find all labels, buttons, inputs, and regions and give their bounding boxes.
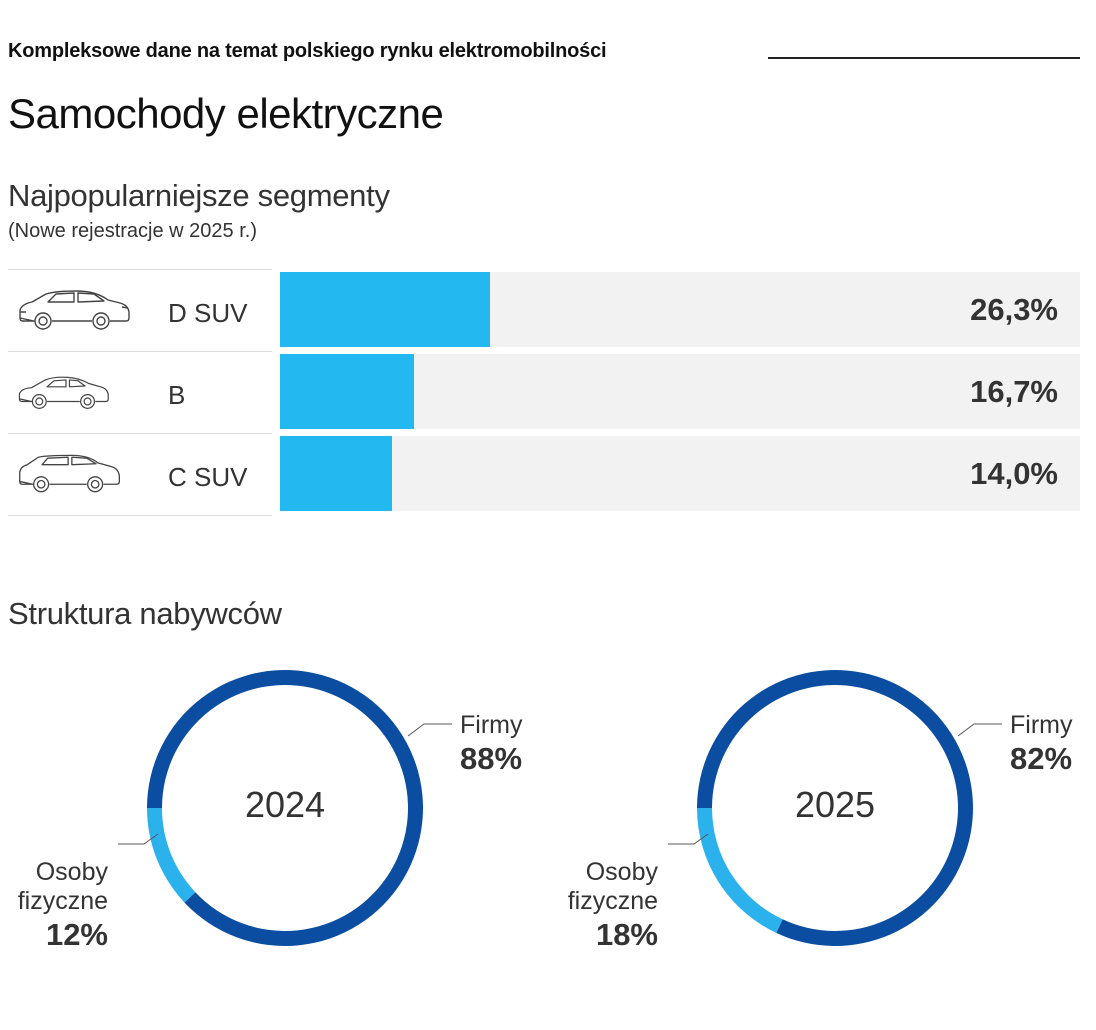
kicker-divider — [768, 57, 1080, 59]
bar-track: 26,3% — [280, 272, 1080, 347]
bar-b — [280, 354, 414, 429]
label-firmy: Firmy 88% — [460, 708, 522, 776]
kicker-title: Kompleksowe dane na temat polskiego rynk… — [8, 40, 607, 62]
label-osoby: Osoby fizyczne 18% — [556, 858, 658, 954]
label-firmy-pct: 82% — [1010, 741, 1073, 776]
car-hatchback-icon — [18, 376, 109, 409]
segment-label-cell: B — [8, 351, 272, 433]
bar-d-suv — [280, 272, 491, 347]
donut-2025-svg — [668, 670, 1002, 946]
page-title: Samochody elektryczne — [8, 90, 444, 137]
label-firmy-pct: 88% — [460, 741, 523, 776]
donut-center-label: 2024 — [244, 784, 326, 825]
bar-c-suv — [280, 436, 392, 511]
label-osoby-pct: 18% — [595, 917, 658, 952]
label-osoby-pct: 12% — [45, 917, 108, 952]
segment-label: C SUV — [168, 462, 248, 492]
donut-center-label: 2025 — [794, 784, 876, 825]
segment-label: B — [168, 380, 186, 410]
segments-subtitle: (Nowe rejestracje w 2025 r.) — [8, 220, 257, 242]
segment-row: B 16,7% — [8, 351, 1080, 433]
label-firmy: Firmy 82% — [1010, 708, 1072, 776]
segments-title: Najpopularniejsze segmenty — [8, 178, 390, 213]
bar-value-label: 14,0% — [970, 456, 1058, 491]
leader-line-osoby — [118, 833, 159, 845]
segment-label: D SUV — [168, 298, 248, 328]
donut-chart-2025: 2025 Firmy 82% Osoby fizyczne 18% — [550, 660, 1096, 990]
leader-line-osoby — [668, 833, 709, 845]
leader-line-firmy — [957, 723, 1002, 737]
buyers-title: Struktura nabywców — [8, 596, 282, 631]
label-osoby: Osoby fizyczne 12% — [6, 858, 108, 954]
label-firmy-name: Firmy — [1010, 711, 1073, 739]
label-firmy-name: Firmy — [460, 711, 523, 739]
donut-slice-osoby — [697, 808, 783, 933]
bar-value-label: 16,7% — [970, 374, 1058, 409]
segment-label-cell: C SUV — [8, 433, 272, 516]
segment-label-cell: D SUV — [8, 269, 272, 351]
label-osoby-name: Osoby fizyczne — [17, 858, 108, 915]
segment-row: C SUV 14,0% — [8, 433, 1080, 516]
bar-track: 16,7% — [280, 354, 1080, 429]
label-osoby-name: Osoby fizyczne — [567, 858, 658, 915]
segment-row: D SUV 26,3% — [8, 269, 1080, 351]
bar-track: 14,0% — [280, 436, 1080, 511]
leader-line-firmy — [407, 723, 452, 737]
donut-chart-2024: 2024 Firmy 88% Osoby fizyczne 12% — [0, 660, 560, 990]
donut-slice-osoby — [147, 808, 196, 903]
car-suv-icon — [19, 454, 120, 493]
car-suv-icon — [19, 290, 130, 330]
bar-value-label: 26,3% — [970, 292, 1058, 327]
donut-2024-svg — [118, 670, 452, 946]
